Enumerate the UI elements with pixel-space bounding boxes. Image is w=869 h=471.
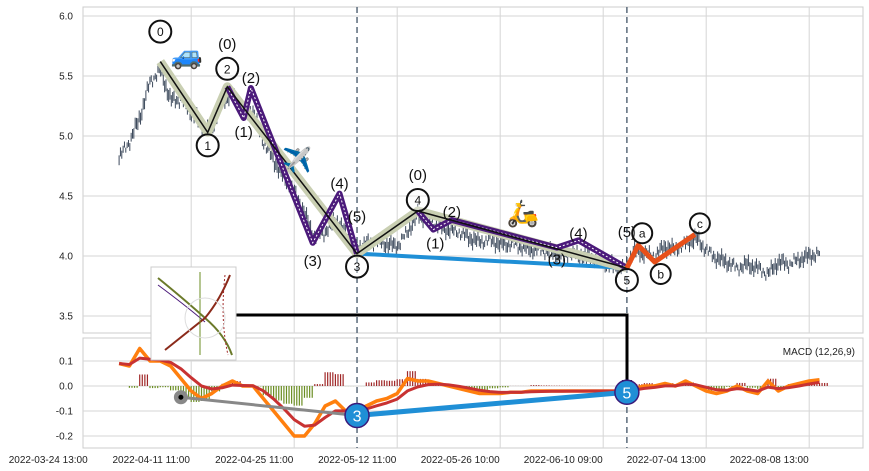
x-tick-label: 2022-05-26 10:00 [421, 455, 500, 466]
wave-label-circle [148, 19, 173, 44]
sub-wave-label: (5) [348, 209, 366, 226]
connector-line [236, 313, 629, 382]
macd-divergence-label: 3 [353, 409, 362, 426]
y-tick-label: 3.5 [59, 312, 73, 323]
wave-label: 5 [624, 274, 631, 288]
wave-label: 0 [157, 25, 164, 39]
macd-line [118, 346, 820, 438]
macd-y-tick-label: -0.1 [56, 407, 74, 418]
x-tick-labels: 2022-03-24 13:00 2022-04-11 11:00 2022-04-… [9, 455, 809, 466]
sub-wave-dots [417, 210, 628, 269]
macd-divergence-line [356, 389, 628, 418]
x-tick-label: 2022-04-11 11:00 [112, 455, 190, 466]
scooter-icon: 🛵 [507, 198, 539, 229]
macd-grey-line [180, 395, 358, 417]
sub-wave-label: (1) [426, 236, 444, 253]
inset-thumbnail [150, 266, 237, 361]
sub-wave-label: (1) [235, 124, 253, 141]
sub-wave-label: (2) [242, 70, 260, 87]
macd-divergence-circle [614, 379, 640, 405]
sub-wave-label: (0) [409, 167, 427, 184]
wave-label: 1 [204, 139, 211, 153]
car-icon: 🚙 [171, 40, 203, 71]
wave-label-circle [614, 268, 639, 292]
sub-wave-label: (2) [443, 204, 461, 221]
x-tick-label: 2022-07-04 13:00 [627, 455, 706, 466]
correction-label-circle [631, 222, 654, 245]
x-tick-label: 2022-03-24 13:00 [9, 455, 88, 466]
macd-y-tick-label: -0.2 [56, 432, 74, 443]
primary-wave-line [159, 61, 628, 269]
sub-wave-label: (4) [330, 176, 348, 193]
signal-line [118, 356, 820, 428]
sub-wave-dots [226, 86, 358, 254]
y-tick-labels: 6.0 5.5 5.0 4.5 4.0 3.5 0.1 0.0 -0.1 -0.2 [56, 12, 74, 443]
macd-divergence-label: 5 [622, 385, 631, 402]
waves: 012345(0)(1)(2)(3)(4)(5)(0)(1)(2)(3)(4)(… [148, 19, 711, 429]
price-divergence-line [356, 251, 628, 270]
correction-label-circle [649, 263, 672, 285]
wave-label-circle [215, 56, 240, 81]
sub-wave-label: (3) [548, 252, 566, 269]
x-tick-label: 2022-05-12 11:00 [318, 455, 397, 466]
macd-divergence-circle [344, 402, 370, 429]
correction-label: a [639, 227, 646, 241]
x-tick-label: 2022-06-10 09:00 [524, 455, 603, 466]
airplane-icon: ✈️ [282, 145, 312, 174]
correction-label: c [697, 217, 703, 231]
correction-wave-line [624, 232, 697, 270]
sub-wave-label: (4) [569, 225, 587, 242]
wave-label: 4 [414, 194, 421, 208]
y-tick-label: 4.5 [59, 192, 73, 203]
x-tick-label: 2022-08-08 13:00 [730, 455, 809, 466]
sub-wave-label: (3) [304, 253, 322, 270]
correction-label: b [657, 268, 664, 282]
sub-wave-label: (5) [618, 224, 636, 241]
y-tick-label: 5.0 [59, 132, 73, 143]
wave-label: 2 [224, 62, 231, 76]
correction-label-circle [688, 212, 711, 235]
macd-grey-dot-center [178, 394, 184, 400]
wave-label-circle [405, 188, 430, 212]
wave-label-circle [345, 254, 370, 279]
macd-y-tick-label: 0.0 [59, 382, 73, 393]
macd-legend: MACD (12,26,9) [783, 347, 855, 358]
y-tick-label: 4.0 [59, 252, 73, 263]
wave-label-circle [195, 133, 220, 158]
y-tick-label: 6.0 [59, 12, 73, 23]
x-tick-label: 2022-04-25 11:00 [215, 455, 294, 466]
macd-lines [118, 346, 820, 438]
sub-wave-label: (0) [218, 36, 236, 53]
y-tick-label: 5.5 [59, 72, 73, 83]
wave-label: 3 [354, 260, 361, 274]
macd-y-tick-label: 0.1 [59, 357, 73, 368]
